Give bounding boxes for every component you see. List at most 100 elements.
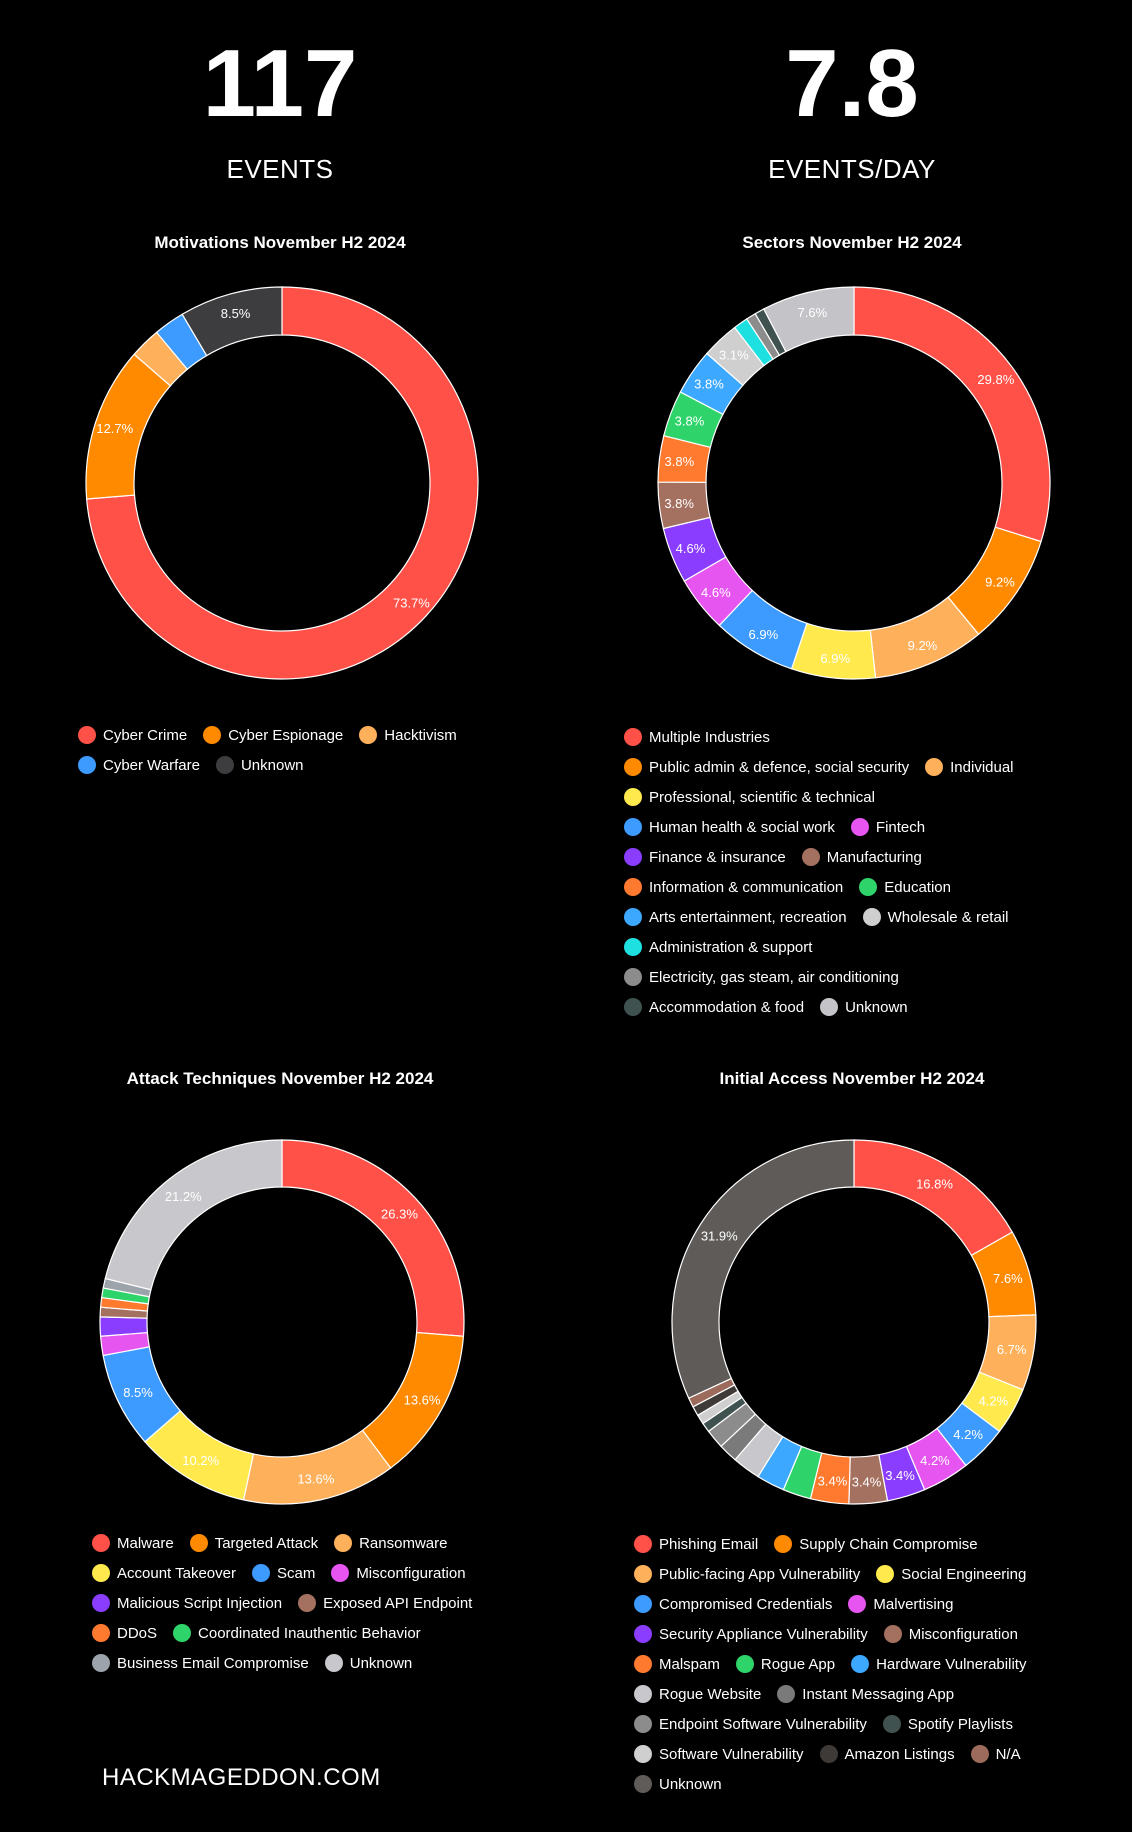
legend-item-cyber-warfare[interactable]: Cyber Warfare (78, 750, 200, 780)
legend-item-rogue-website[interactable]: Rogue Website (634, 1679, 761, 1709)
slice-label-education: 3.8% (675, 413, 705, 428)
slice-multiple-industries[interactable] (853, 286, 1051, 543)
legend-swatch (298, 1594, 317, 1612)
legend-item-professional-scientific-technical[interactable]: Professional, scientific & technical (624, 782, 875, 812)
legend-label: Targeted Attack (214, 1534, 319, 1552)
legend-item-cyber-espionage[interactable]: Cyber Espionage (203, 720, 343, 750)
slice-label-malspam: 3.4% (818, 1474, 848, 1489)
legend-item-malware[interactable]: Malware (92, 1528, 174, 1558)
legend-item-n-a[interactable]: N/A (970, 1739, 1021, 1769)
legend-item-education[interactable]: Education (859, 872, 951, 902)
legend-swatch (876, 1565, 895, 1583)
initial_access-donut-svg: 16.8%7.6%6.7%4.2%4.2%4.2%3.4%3.4%3.4%31.… (671, 1139, 1037, 1505)
legend-item-information-communication[interactable]: Information & communication (624, 872, 843, 902)
slice-unknown[interactable] (181, 286, 283, 357)
legend-item-accommodation-food[interactable]: Accommodation & food (624, 992, 804, 1022)
legend-item-amazon-listings[interactable]: Amazon Listings (819, 1739, 955, 1769)
motivations-donut-svg: 73.7% 12.7% 8.5% (85, 286, 479, 680)
legend-item-phishing-email[interactable]: Phishing Email (634, 1529, 758, 1559)
legend-item-exposed-api-endpoint[interactable]: Exposed API Endpoint (298, 1588, 472, 1618)
slice-label-professional-scientific-technical: 6.9% (820, 651, 850, 666)
legend-item-compromised-credentials[interactable]: Compromised Credentials (634, 1589, 832, 1619)
legend-item-security-appliance-vulnerability[interactable]: Security Appliance Vulnerability (634, 1619, 868, 1649)
legend-label: Malware (117, 1534, 174, 1552)
legend-item-multiple-industries[interactable]: Multiple Industries (624, 722, 770, 752)
legend-label: Rogue App (760, 1655, 836, 1673)
slice-cyber-crime[interactable] (86, 286, 479, 680)
motivations-legend: Cyber Crime Cyber Espionage Hacktivism Cybe… (78, 720, 478, 780)
legend-item-spotify-playlists[interactable]: Spotify Playlists (882, 1709, 1013, 1739)
legend-label: Cyber Warfare (103, 756, 200, 774)
legend-label: Cyber Crime (103, 726, 188, 744)
legend-item-endpoint-software-vulnerability[interactable]: Endpoint Software Vulnerability (634, 1709, 867, 1739)
slice-label-ransomware: 13.6% (297, 1471, 334, 1486)
legend-item-unknown[interactable]: Unknown (820, 992, 908, 1022)
legend-label: Unknown (845, 998, 908, 1016)
slice-unknown[interactable] (104, 1139, 283, 1291)
legend-label: Public admin & defence, social security (649, 758, 910, 776)
legend-item-business-email-compromise[interactable]: Business Email Compromise (92, 1648, 309, 1678)
slice-label-fintech: 4.6% (701, 585, 731, 600)
legend-item-instant-messaging-app[interactable]: Instant Messaging App (777, 1679, 954, 1709)
legend-item-misconfiguration[interactable]: Misconfiguration (331, 1558, 466, 1588)
legend-swatch (862, 908, 881, 926)
legend-item-unknown[interactable]: Unknown (324, 1648, 412, 1678)
legend-item-malicious-script-injection[interactable]: Malicious Script Injection (92, 1588, 282, 1618)
legend-item-individual[interactable]: Individual (925, 752, 1014, 782)
legend-item-cyber-crime[interactable]: Cyber Crime (78, 720, 187, 750)
slice-unknown[interactable] (671, 1139, 855, 1399)
legend-item-social-engineering[interactable]: Social Engineering (876, 1559, 1026, 1589)
legend-item-administration-support[interactable]: Administration & support (624, 932, 812, 962)
legend-label: Phishing Email (659, 1535, 759, 1553)
legend-swatch (331, 1564, 350, 1582)
legend-label: Rogue Website (659, 1685, 762, 1703)
legend-label: DDoS (117, 1624, 158, 1642)
legend-swatch (634, 1775, 652, 1793)
legend-swatch (925, 758, 944, 776)
slice-label-individual: 9.2% (908, 638, 938, 653)
legend-label: Finance & insurance (649, 848, 786, 866)
legend-swatch (78, 726, 96, 744)
legend-item-public-admin-defence-social-security[interactable]: Public admin & defence, social security (624, 752, 909, 782)
legend-item-unknown[interactable]: Unknown (634, 1769, 722, 1799)
slice-ransomware[interactable] (242, 1429, 392, 1505)
legend-item-scam[interactable]: Scam (251, 1558, 315, 1588)
legend-item-supply-chain-compromise[interactable]: Supply Chain Compromise (774, 1529, 978, 1559)
legend-item-targeted-attack[interactable]: Targeted Attack (189, 1528, 319, 1558)
slice-malware[interactable] (281, 1139, 465, 1337)
legend-item-unknown[interactable]: Unknown (215, 750, 304, 780)
legend-item-hacktivism[interactable]: Hacktivism (359, 720, 457, 750)
legend-item-finance-insurance[interactable]: Finance & insurance (624, 842, 786, 872)
legend-label: Administration & support (649, 938, 813, 956)
legend-item-malvertising[interactable]: Malvertising (848, 1589, 953, 1619)
initial-access-legend: Phishing Email Supply Chain Compromise Pub… (634, 1529, 1054, 1799)
legend-swatch (92, 1534, 110, 1552)
legend-item-ransomware[interactable]: Ransomware (334, 1528, 447, 1558)
legend-item-electricity-gas-steam-air-conditioning[interactable]: Electricity, gas steam, air conditioning (624, 962, 899, 992)
motivations-chart-title: Motivations November H2 2024 (154, 233, 406, 252)
legend-item-human-health-social-work[interactable]: Human health & social work (624, 812, 835, 842)
legend-item-public-facing-app-vulnerability[interactable]: Public-facing App Vulnerability (634, 1559, 860, 1589)
legend-label: Account Takeover (117, 1564, 236, 1582)
legend-item-malspam[interactable]: Malspam (634, 1649, 720, 1679)
legend-item-fintech[interactable]: Fintech (850, 812, 925, 842)
legend-label: Professional, scientific & technical (649, 788, 875, 806)
legend-item-ddos[interactable]: DDoS (92, 1618, 157, 1648)
legend-item-rogue-app[interactable]: Rogue App (735, 1649, 836, 1679)
slice-phishing-email[interactable] (853, 1139, 1014, 1257)
legend-item-manufacturing[interactable]: Manufacturing (801, 842, 922, 872)
slice-label-account-takeover: 10.2% (182, 1453, 219, 1468)
legend-item-arts-entertainment-recreation[interactable]: Arts entertainment, recreation (624, 902, 847, 932)
legend-item-wholesale-retail[interactable]: Wholesale & retail (862, 902, 1008, 932)
legend-item-account-takeover[interactable]: Account Takeover (92, 1558, 236, 1588)
legend-swatch (624, 998, 642, 1016)
legend-item-software-vulnerability[interactable]: Software Vulnerability (634, 1739, 804, 1769)
legend-label: Hardware Vulnerability (876, 1655, 1027, 1673)
legend-label: Multiple Industries (649, 728, 770, 746)
legend-item-hardware-vulnerability[interactable]: Hardware Vulnerability (851, 1649, 1026, 1679)
slice-malicious-script-injection[interactable] (99, 1316, 149, 1337)
slice-unknown[interactable] (763, 286, 855, 353)
legend-item-coordinated-inauthentic-behavior[interactable]: Coordinated Inauthentic Behavior (173, 1618, 421, 1648)
legend-swatch (859, 878, 878, 896)
legend-item-misconfiguration[interactable]: Misconfiguration (883, 1619, 1018, 1649)
